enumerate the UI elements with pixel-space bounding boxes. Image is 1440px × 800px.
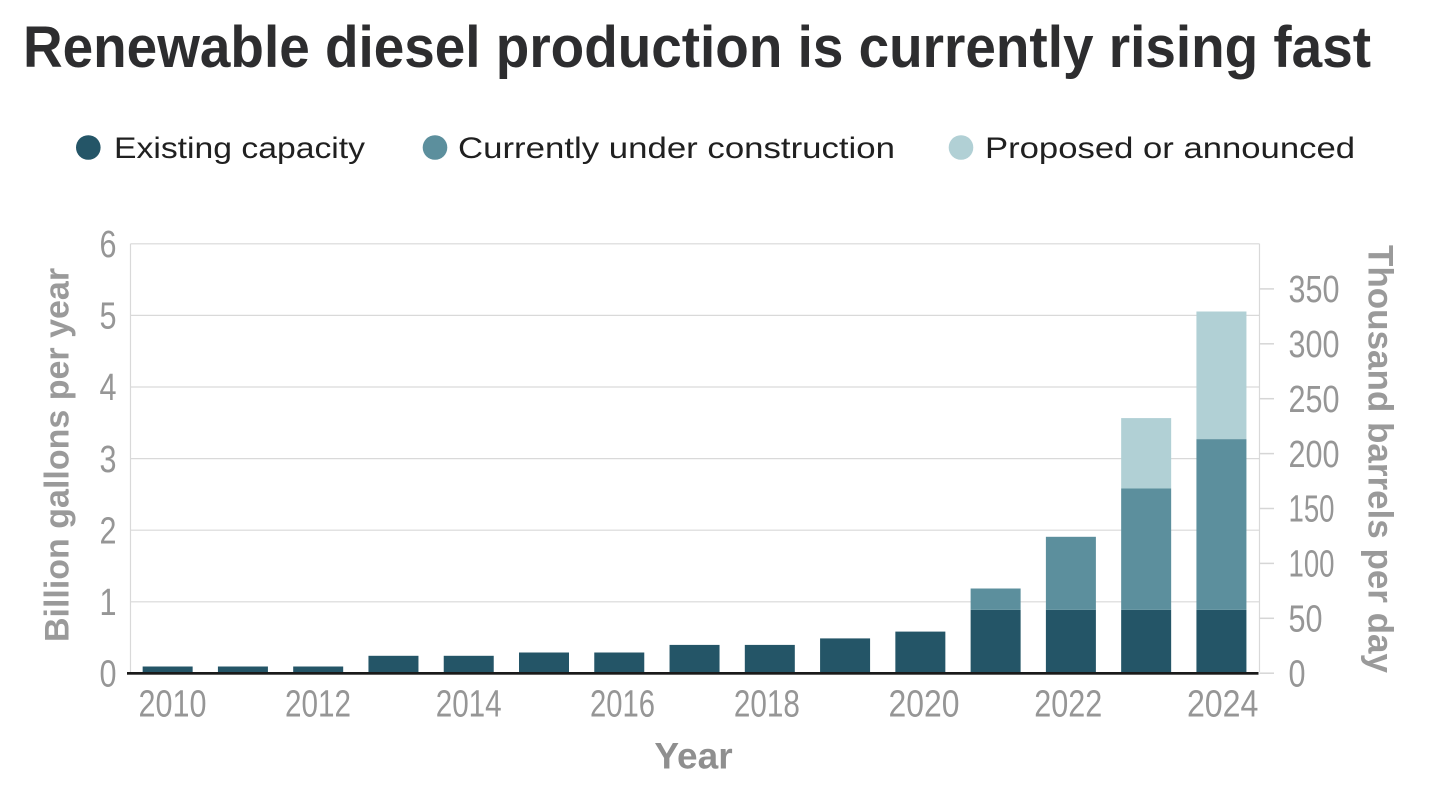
svg-text:200: 200	[1289, 434, 1340, 476]
svg-text:2010: 2010	[139, 684, 207, 726]
svg-text:300: 300	[1289, 324, 1340, 366]
svg-text:2014: 2014	[436, 684, 502, 726]
svg-text:350: 350	[1289, 269, 1340, 311]
svg-text:Year: Year	[654, 736, 732, 777]
svg-text:Proposed or announced: Proposed or announced	[985, 132, 1355, 165]
svg-text:Renewable diesel production is: Renewable diesel production is currently…	[23, 15, 1371, 80]
svg-text:3: 3	[100, 439, 117, 481]
svg-text:2012: 2012	[285, 684, 351, 726]
svg-text:Billion gallons per year: Billion gallons per year	[39, 268, 77, 642]
svg-text:1: 1	[100, 582, 117, 624]
svg-text:0: 0	[100, 653, 117, 695]
svg-text:100: 100	[1289, 544, 1335, 586]
svg-text:0: 0	[1289, 653, 1306, 695]
svg-text:6: 6	[100, 224, 117, 266]
svg-text:5: 5	[100, 296, 117, 338]
svg-text:150: 150	[1289, 489, 1335, 531]
svg-text:2: 2	[100, 510, 117, 552]
svg-text:2024: 2024	[1187, 684, 1259, 726]
svg-text:2020: 2020	[889, 684, 960, 726]
svg-text:250: 250	[1289, 379, 1340, 421]
svg-text:Thousand barrels per day: Thousand barrels per day	[1361, 245, 1400, 673]
svg-text:4: 4	[100, 367, 117, 409]
svg-text:50: 50	[1289, 599, 1323, 641]
svg-text:Existing capacity: Existing capacity	[114, 132, 365, 165]
svg-text:Currently under construction: Currently under construction	[458, 132, 895, 165]
svg-text:2022: 2022	[1034, 684, 1102, 726]
svg-text:2016: 2016	[590, 684, 655, 726]
svg-text:2018: 2018	[734, 684, 800, 726]
